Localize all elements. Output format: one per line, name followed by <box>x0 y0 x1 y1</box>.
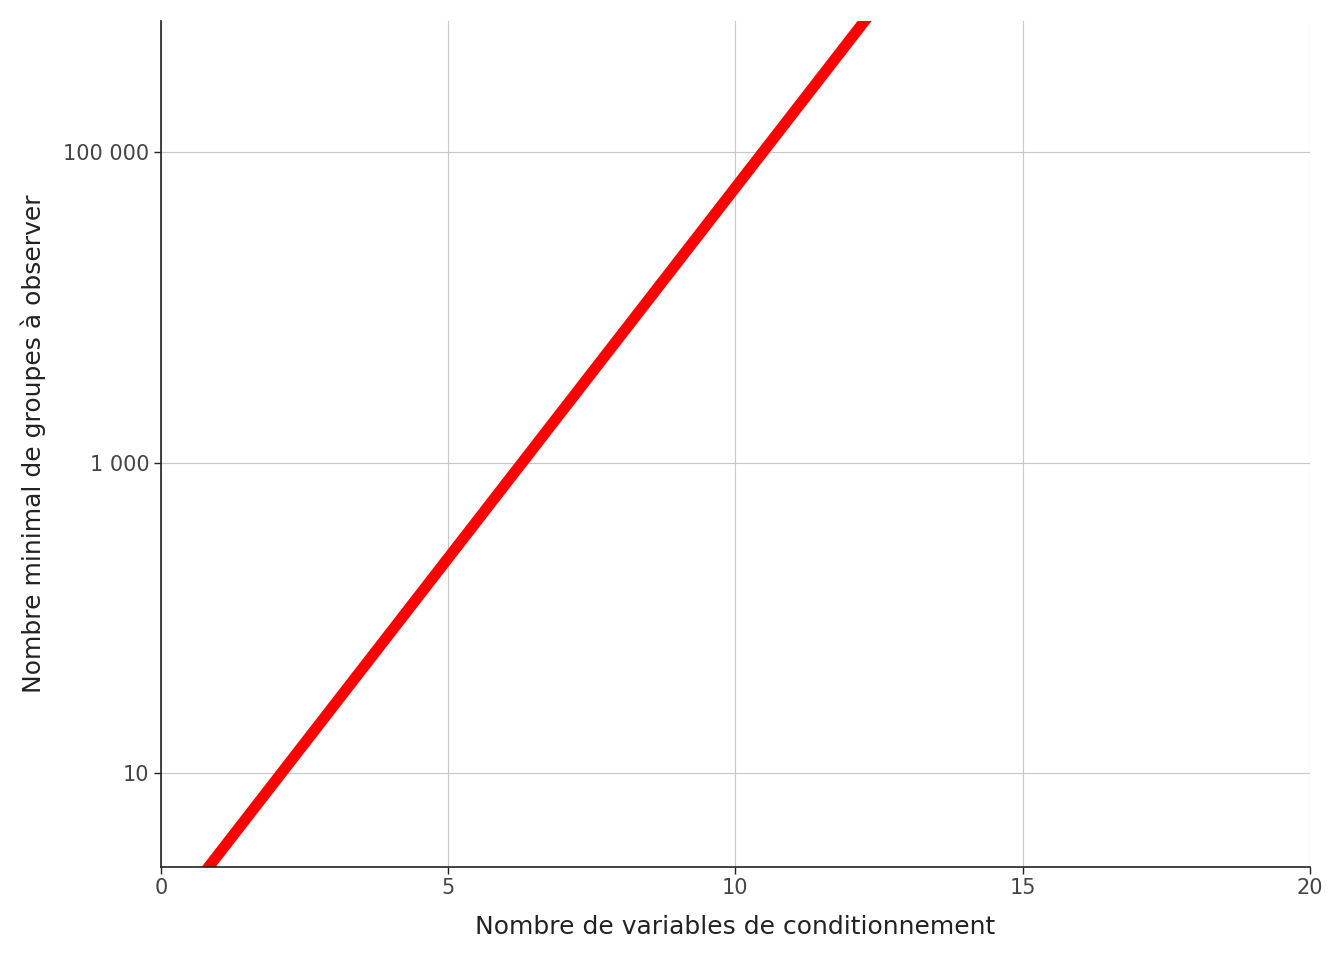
Y-axis label: Nombre minimal de groupes à observer: Nombre minimal de groupes à observer <box>22 195 46 693</box>
X-axis label: Nombre de variables de conditionnement: Nombre de variables de conditionnement <box>476 915 996 939</box>
